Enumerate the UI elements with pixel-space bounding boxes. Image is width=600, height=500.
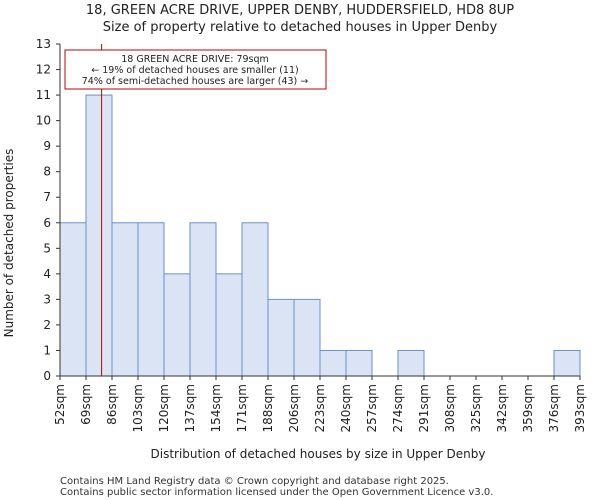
bar-137sqm [189,222,217,377]
chart-title: 18, GREEN ACRE DRIVE, UPPER DENBY, HUDDE… [86,3,514,18]
bar-274sqm [397,349,425,377]
annotation-line-1: 18 GREEN ACRE DRIVE: 79sqm [121,54,269,65]
x-tick-label: 86sqm [105,384,119,425]
x-axis-ticks: 52sqm 69sqm 86sqm 103sqm 120sqm 137sqm 154sqm 1… [53,376,587,432]
bar-154sqm [215,273,243,377]
footer-credit-1: Contains HM Land Registry data © Crown c… [60,476,449,487]
bar-206sqm [293,298,321,377]
x-tick-label: 325sqm [469,384,483,432]
x-tick-label: 274sqm [391,384,405,432]
bar-86sqm [111,222,139,377]
annotation-line-2: ← 19% of detached houses are smaller (11… [91,65,298,76]
x-tick-label: 359sqm [521,384,535,432]
x-tick-label: 376sqm [547,384,561,432]
x-tick-label: 342sqm [495,384,509,432]
y-axis-label: Number of detached properties [2,149,16,338]
bar-103sqm [137,222,165,377]
x-tick-label: 103sqm [131,384,145,432]
bar-188sqm [267,298,295,377]
annotation-line-3: 74% of semi-detached houses are larger (… [82,76,309,87]
x-axis-label: Distribution of detached houses by size … [151,447,486,461]
y-tick-label: 13 [36,37,51,51]
y-tick-label: 6 [43,216,51,230]
x-tick-label: 120sqm [157,384,171,432]
y-tick-label: 8 [43,165,51,179]
x-tick-label: 154sqm [209,384,223,432]
bar-223sqm [319,349,347,377]
y-tick-label: 12 [36,63,51,77]
x-tick-label: 69sqm [79,384,93,425]
chart-subtitle: Size of property relative to detached ho… [103,20,498,35]
y-tick-label: 5 [43,241,51,255]
y-tick-label: 0 [43,369,51,383]
x-tick-label: 188sqm [261,384,275,432]
bar-240sqm [345,349,373,377]
x-tick-label: 223sqm [313,384,327,432]
y-tick-label: 1 [43,343,51,357]
annotation-box: 18 GREEN ACRE DRIVE: 79sqm ← 19% of deta… [64,49,327,90]
x-tick-label: 393sqm [573,384,587,432]
bar-120sqm [163,273,191,377]
bar-376sqm [553,349,581,377]
y-tick-label: 2 [43,318,51,332]
y-tick-label: 7 [43,190,51,204]
bars-group [59,94,581,377]
bar-171sqm [241,222,269,377]
bar-52sqm [59,222,87,377]
y-tick-label: 10 [36,114,51,128]
x-tick-label: 137sqm [183,384,197,432]
footer-credit-2: Contains public sector information licen… [60,487,493,498]
x-tick-label: 240sqm [339,384,353,432]
y-tick-label: 9 [43,139,51,153]
x-tick-label: 291sqm [417,384,431,432]
x-tick-label: 257sqm [365,384,379,432]
x-tick-label: 308sqm [443,384,457,432]
annotation-border [64,49,327,90]
x-tick-label: 171sqm [235,384,249,432]
y-tick-label: 3 [43,292,51,306]
y-tick-label: 11 [36,88,51,102]
x-tick-label: 52sqm [53,384,67,425]
bar-69sqm [85,94,113,377]
y-tick-label: 4 [43,267,51,281]
x-tick-label: 206sqm [287,384,301,432]
